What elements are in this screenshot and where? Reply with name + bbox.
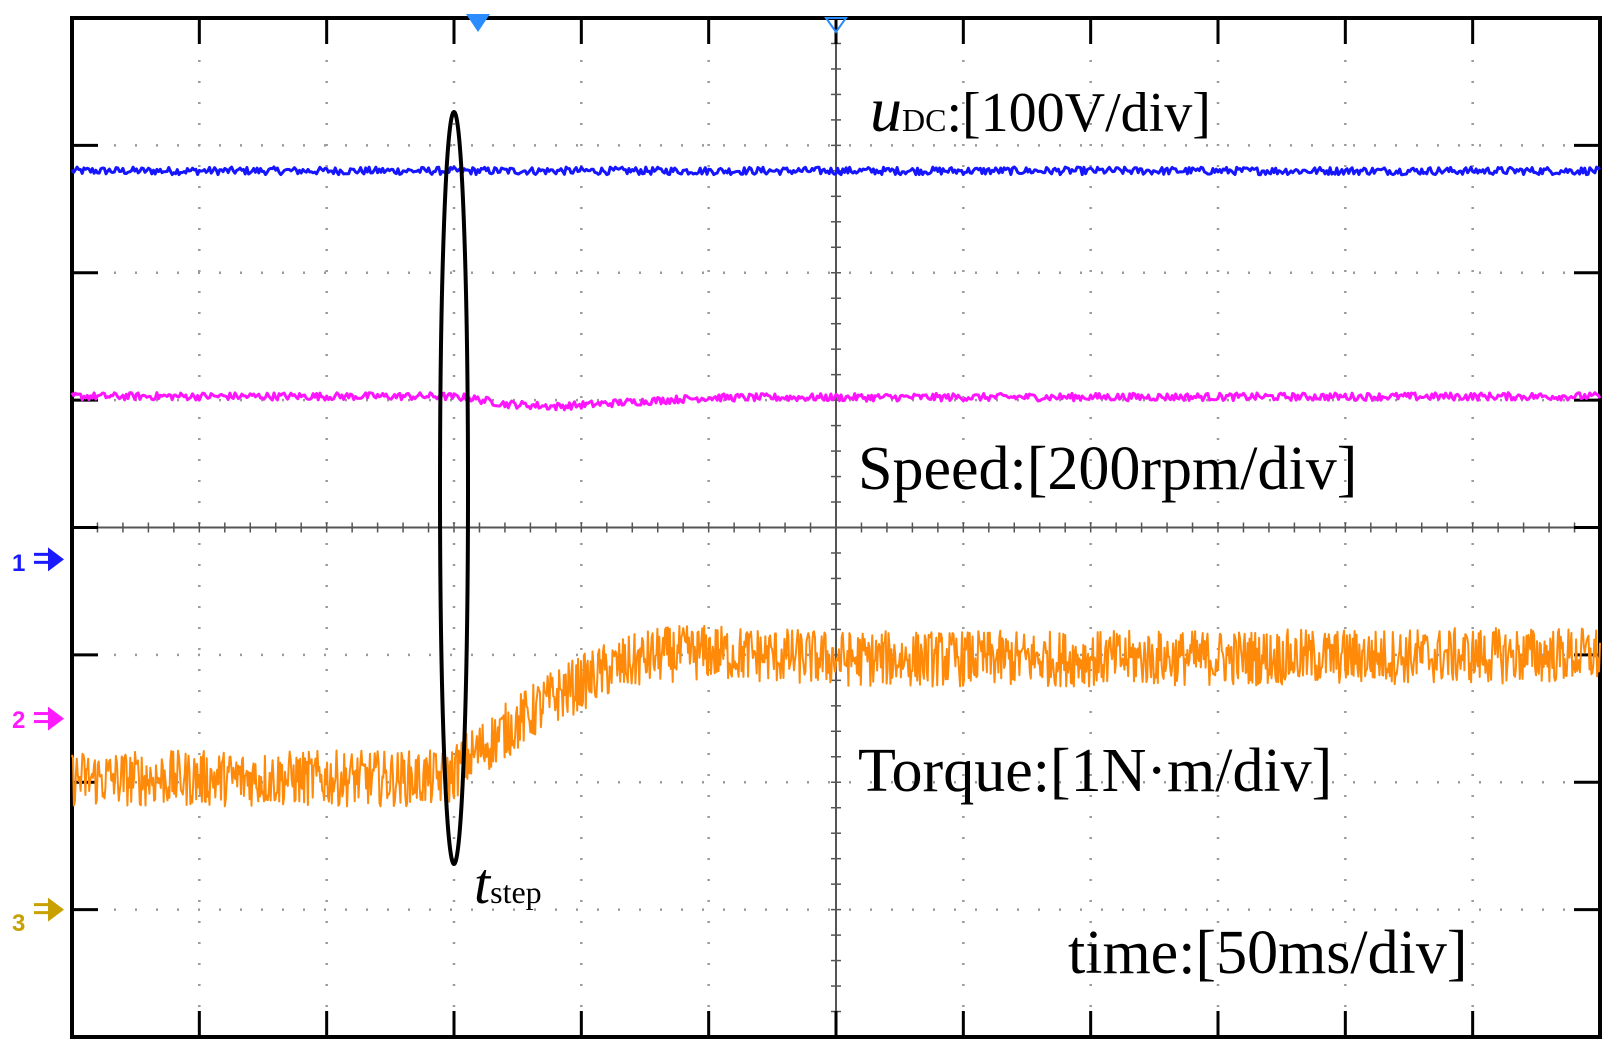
step-label-main: t	[474, 851, 491, 916]
trace-torque	[71, 624, 1601, 808]
channel-arrow-head	[48, 897, 64, 922]
speed-label: Speed:[200rpm/div]	[858, 435, 1358, 503]
channel-marker-3-text: 3	[12, 910, 26, 937]
time-axis-label: time:[50ms/div]	[1068, 919, 1468, 987]
udc-label: uDC:[100V/div]	[870, 78, 1211, 142]
torque-label: Torque:[1N·m/div]	[858, 737, 1333, 805]
step-ellipse	[438, 110, 470, 866]
udc-label-sub: DC	[902, 102, 947, 138]
channel-marker-2-text: 2	[12, 707, 26, 734]
trace-layer	[70, 165, 1602, 808]
channel-marker-3: 3	[12, 912, 25, 936]
trigger-position-marker	[466, 14, 490, 32]
trace-speed	[70, 391, 1602, 412]
channel-arrow-3	[34, 897, 64, 922]
time-reference-marker	[824, 17, 848, 34]
channel-marker-1: 1	[12, 552, 25, 576]
channel-marker-2: 2	[12, 709, 25, 733]
marker-layer	[34, 14, 848, 922]
step-label-sub: step	[490, 874, 542, 910]
channel-marker-1-text: 1	[12, 550, 26, 577]
step-label: tstep	[474, 855, 542, 913]
udc-label-rest: :[100V/div]	[946, 82, 1211, 144]
channel-arrow-head	[48, 706, 64, 731]
grid-layer	[70, 16, 1602, 1039]
channel-arrow-head	[48, 547, 64, 572]
udc-label-main: u	[870, 74, 902, 145]
channel-arrow-1	[34, 547, 64, 572]
channel-arrow-2	[34, 706, 64, 731]
trace-u-dc	[70, 165, 1601, 177]
